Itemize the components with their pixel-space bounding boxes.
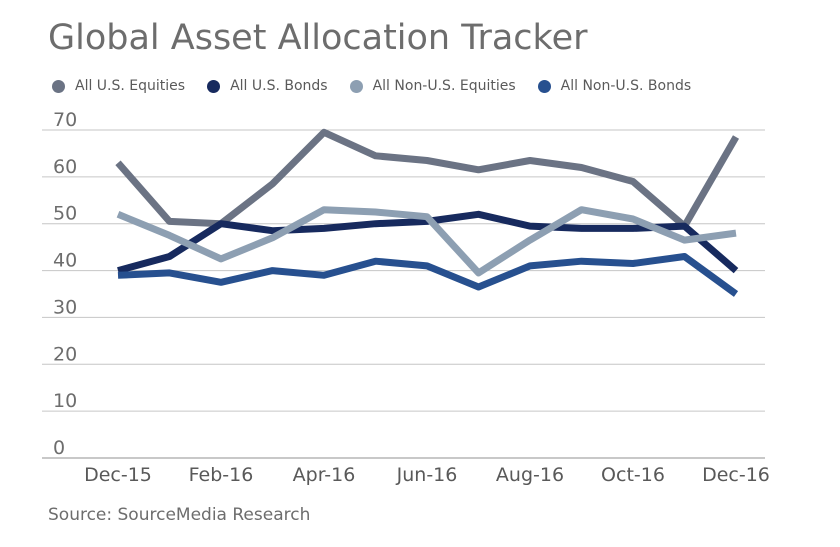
x-tick-label-feb-16: Feb-16 [189,464,254,486]
gridlines [42,129,765,459]
chart-title: Global Asset Allocation Tracker [48,18,588,58]
x-tick-label-dec-16: Dec-16 [702,464,770,486]
legend-label-non-us-equities: All Non-U.S. Equities [372,78,516,94]
legend-item-non-us-equities: All Non-U.S. Equities [349,78,516,94]
y-tick-label-40: 40 [53,250,77,272]
source-note: Source: SourceMedia Research [48,505,311,525]
y-tick-label-0: 0 [53,437,65,459]
y-tick-label-20: 20 [53,343,77,365]
y-axis-ticks: 0 10 20 30 40 50 60 70 [53,109,77,459]
x-tick-label-apr-16: Apr-16 [293,464,356,486]
x-tick-label-jun-16: Jun-16 [396,464,458,486]
legend-label-non-us-bonds: All Non-U.S. Bonds [560,78,692,94]
x-tick-label-dec-15: Dec-15 [84,464,152,486]
y-tick-label-70: 70 [53,109,77,131]
legend-marker-us-equities [52,79,65,93]
x-tick-label-oct-16: Oct-16 [601,464,665,486]
legend-marker-us-bonds [207,79,221,93]
y-tick-label-10: 10 [53,390,77,412]
series-line-all-non-u-s-equities [116,206,737,277]
legend-label-us-equities: All U.S. Equities [75,78,186,94]
series-line-all-u-s-equities [115,128,740,230]
series-line-all-non-u-s-bonds [117,253,739,297]
legend-label-us-bonds: All U.S. Bonds [230,78,328,94]
series-lines [115,128,740,297]
y-tick-label-30: 30 [53,296,77,318]
y-tick-label-50: 50 [53,203,77,225]
y-tick-label-60: 60 [53,156,77,178]
legend-item-non-us-bonds: All Non-U.S. Bonds [537,78,692,94]
legend-marker-non-us-bonds [537,79,551,93]
x-tick-label-aug-16: Aug-16 [496,464,564,486]
legend-marker-non-us-equities [349,79,363,93]
x-axis-ticks: Dec-15 Feb-16 Apr-16 Jun-16 Aug-16 Oct-16 Dec-… [84,464,770,486]
chart-legend: All U.S. Equities All U.S. Bonds All Non… [52,78,713,94]
legend-item-us-equities: All U.S. Equities [52,78,185,94]
legend-item-us-bonds: All U.S. Bonds [207,78,328,94]
